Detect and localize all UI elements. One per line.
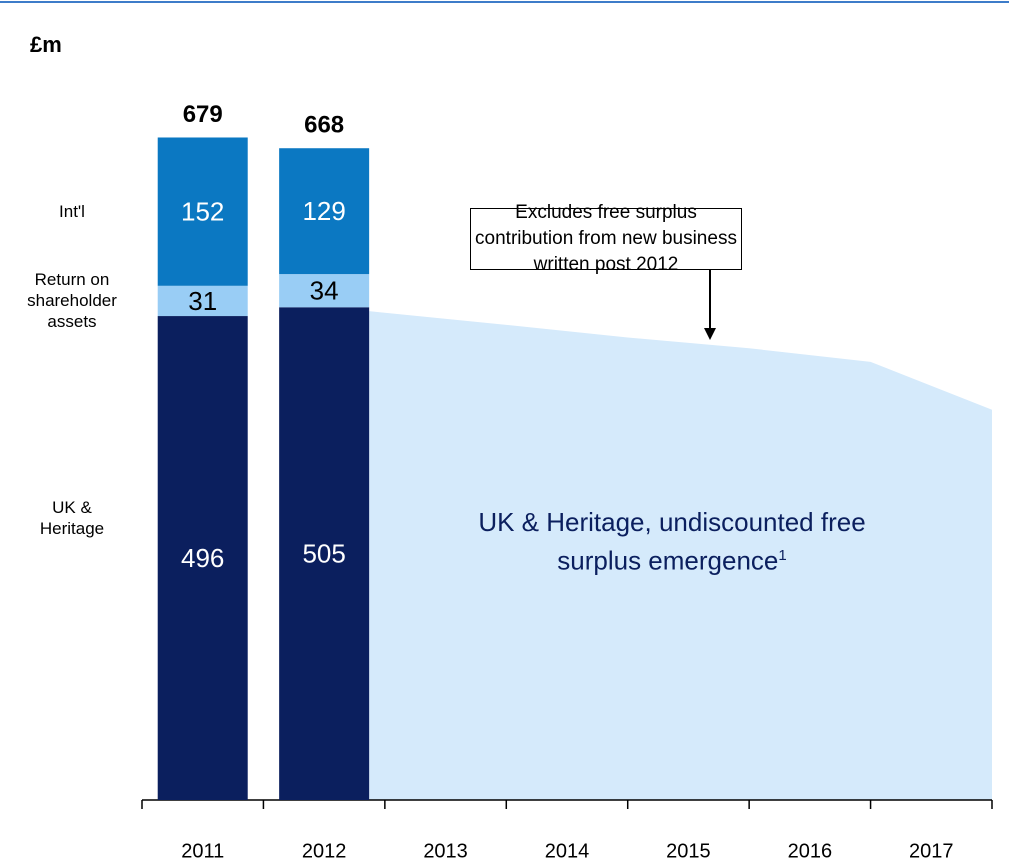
total-label: 679 bbox=[183, 101, 223, 128]
x-tick-label: 2014 bbox=[545, 840, 590, 862]
x-tick-label: 2017 bbox=[909, 840, 954, 862]
x-tick-label: 2013 bbox=[423, 840, 468, 862]
unit-label: £m bbox=[30, 32, 62, 57]
data-label: 505 bbox=[302, 539, 345, 569]
bar-segment bbox=[279, 148, 370, 275]
annotation: Excludes free surplus contribution from … bbox=[470, 202, 742, 275]
data-label: 129 bbox=[302, 196, 345, 226]
series-label: Int'l bbox=[59, 202, 85, 222]
footnote-mark: 1 bbox=[778, 547, 787, 564]
x-tick-label: 2016 bbox=[788, 840, 833, 862]
series-label: UK & Heritage bbox=[39, 498, 105, 539]
area-label: UK & Heritage, undiscounted free surplus… bbox=[462, 505, 882, 578]
area-name: UK & Heritage, undiscounted free surplus… bbox=[478, 507, 866, 576]
x-tick-label: 2015 bbox=[666, 840, 711, 862]
bar-segment bbox=[157, 316, 248, 800]
series-label: Return on shareholder assets bbox=[27, 270, 117, 332]
data-label: 34 bbox=[310, 276, 339, 306]
bar-segment bbox=[157, 285, 248, 317]
bar-segment bbox=[279, 274, 370, 308]
data-label: 496 bbox=[181, 543, 224, 573]
bar-segment bbox=[279, 307, 370, 800]
x-tick-label: 2011 bbox=[181, 840, 224, 862]
x-tick-label: 2012 bbox=[302, 840, 347, 862]
bar-segment bbox=[157, 137, 248, 286]
data-label: 152 bbox=[181, 197, 224, 227]
data-label: 31 bbox=[188, 286, 217, 316]
arrow-head bbox=[704, 328, 716, 340]
total-label: 668 bbox=[304, 112, 344, 139]
area bbox=[369, 311, 993, 800]
